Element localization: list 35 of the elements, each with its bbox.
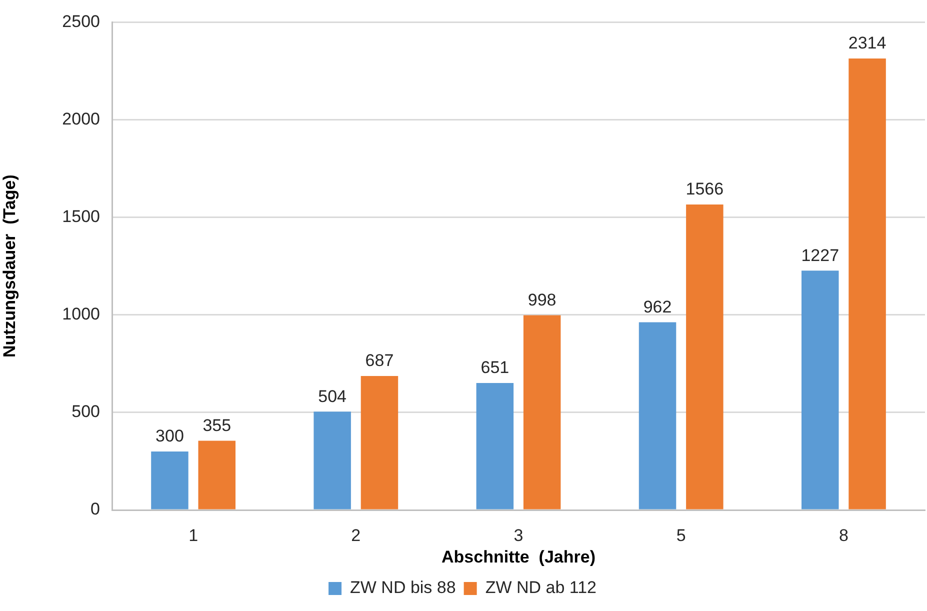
data-label: 998 — [528, 290, 556, 310]
y-axis-title: Nutzungsdauer (Tage) — [0, 174, 19, 358]
bar — [360, 376, 398, 510]
x-tick-label: 8 — [838, 526, 848, 545]
bar — [523, 315, 561, 510]
y-tick-label: 0 — [90, 500, 100, 519]
data-label: 300 — [156, 426, 184, 446]
bar — [151, 451, 188, 510]
bar — [638, 322, 676, 510]
legend-label: ZW ND ab 112 — [485, 578, 596, 598]
bar — [686, 204, 724, 510]
legend-label: ZW ND bis 88 — [350, 578, 456, 598]
x-tick-label: 5 — [676, 526, 686, 545]
data-label: 355 — [202, 416, 232, 435]
x-axis-title: Abschnitte (Jahre) — [442, 547, 596, 566]
data-label: 1227 — [801, 246, 840, 265]
data-label: 651 — [480, 358, 510, 378]
data-label: 2314 — [848, 34, 886, 53]
data-label: 962 — [643, 297, 672, 316]
data-label: 687 — [365, 351, 394, 370]
y-tick-label: 1500 — [62, 207, 100, 226]
y-tick-label: 1000 — [62, 304, 100, 324]
x-tick-label: 1 — [188, 526, 198, 545]
y-tick-label: 500 — [72, 402, 100, 422]
bar — [314, 412, 351, 510]
data-label: 504 — [318, 386, 347, 406]
bar — [198, 440, 236, 510]
bar — [848, 58, 886, 510]
y-tick-label: 2500 — [62, 12, 100, 31]
data-label: 1566 — [686, 180, 724, 199]
x-tick-label: 2 — [351, 526, 361, 545]
y-tick-label: 2000 — [62, 109, 100, 128]
x-tick-label: 3 — [514, 526, 524, 545]
bar — [476, 382, 514, 510]
bar — [801, 270, 839, 510]
